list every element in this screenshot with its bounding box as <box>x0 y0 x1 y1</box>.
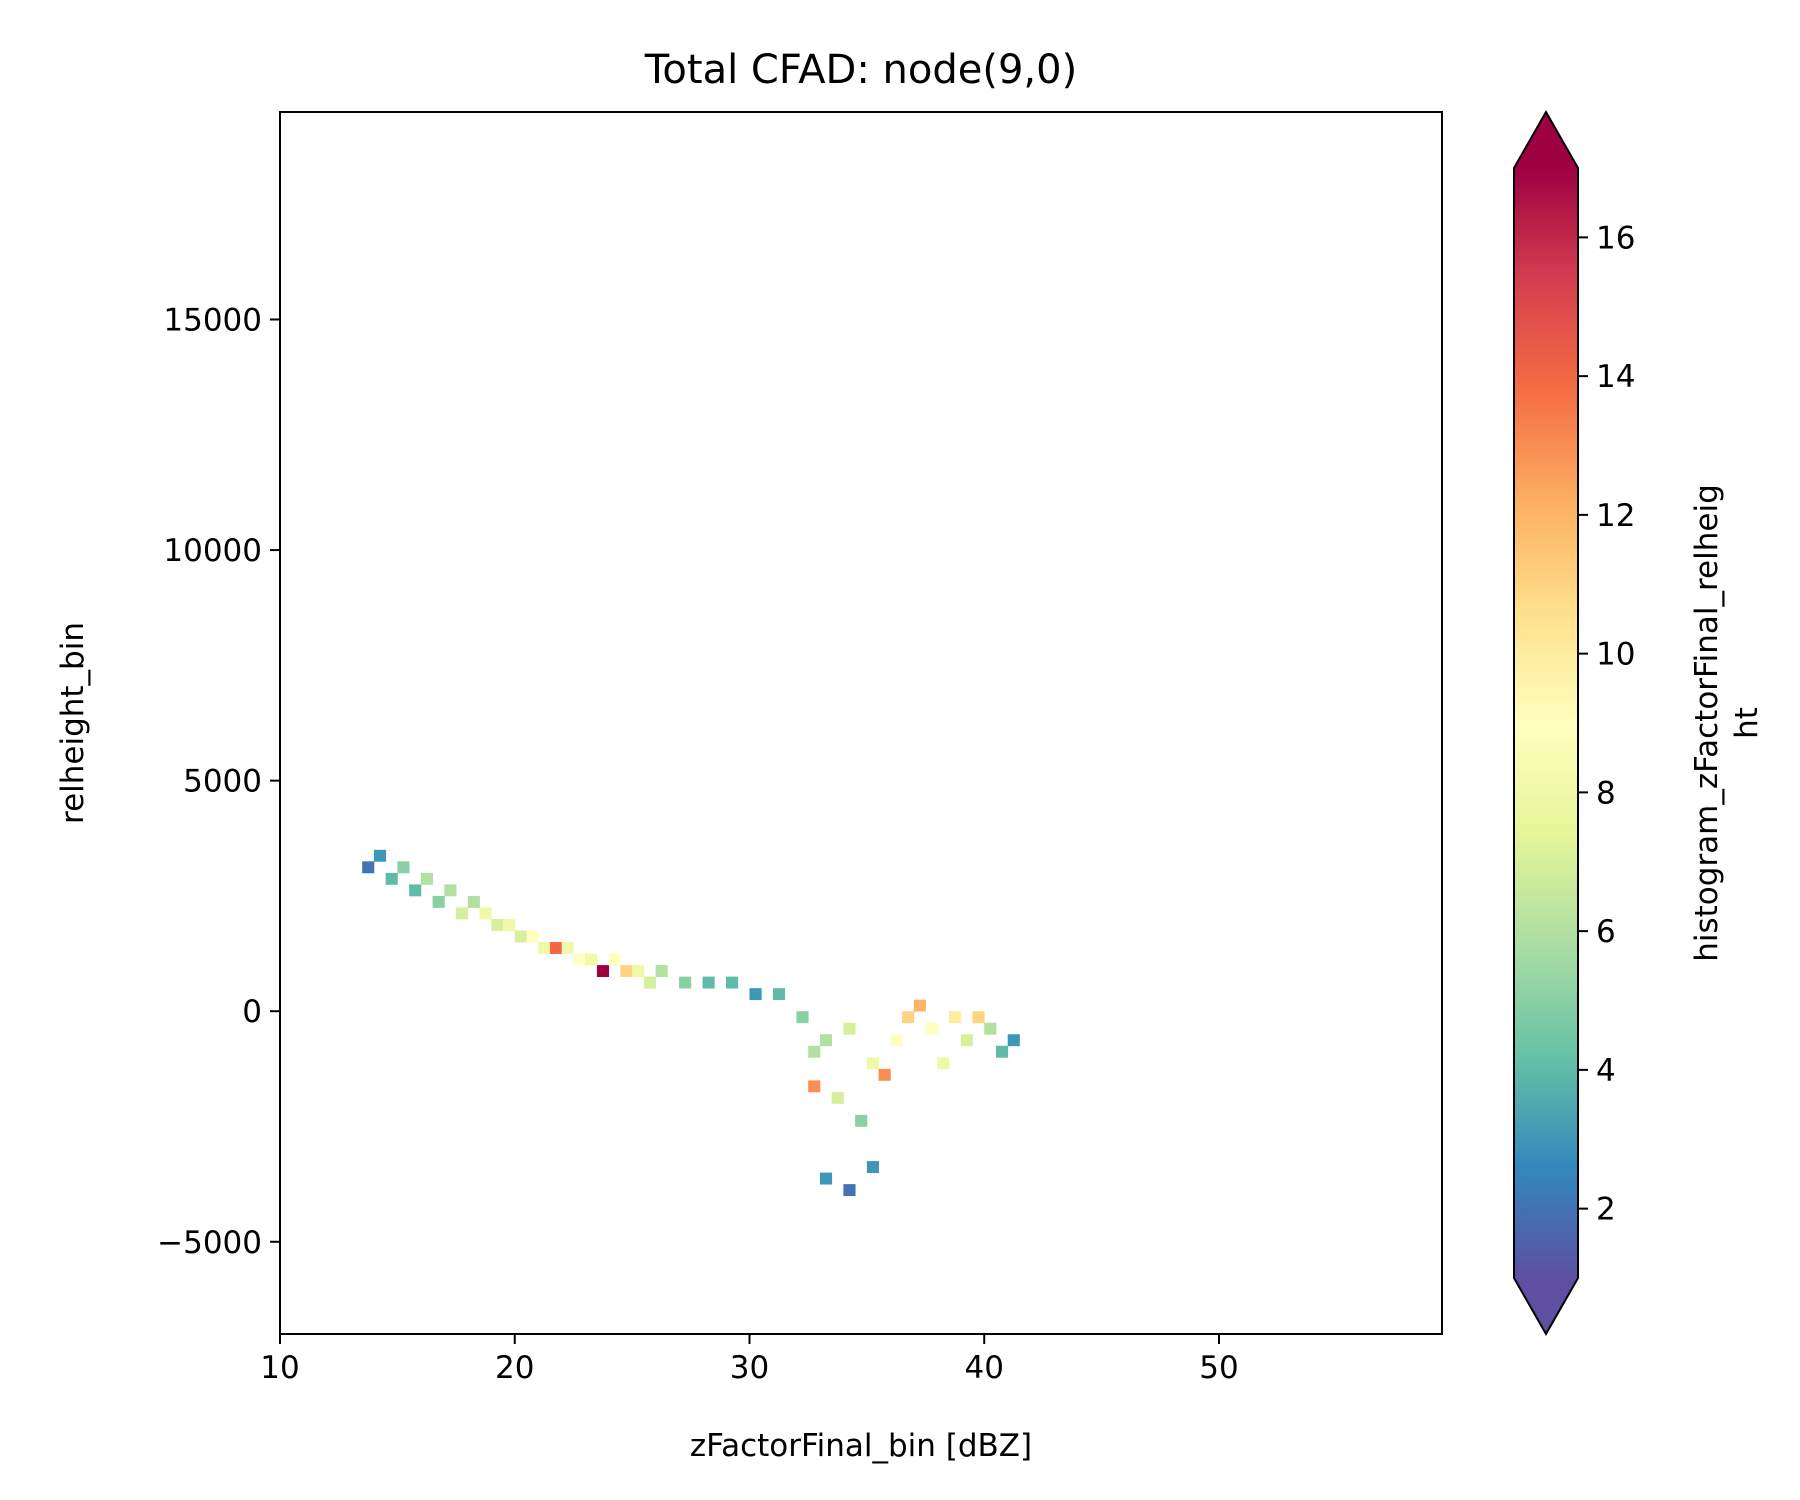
heatmap-cell <box>467 895 480 908</box>
heatmap-cell <box>902 1011 915 1024</box>
colorbar-tick-label: 4 <box>1596 1053 1616 1089</box>
heatmap-cell <box>549 942 563 954</box>
y-axis-ticks: −5000 0 5000 10000 15000 <box>157 303 280 1261</box>
x-tick-label: 20 <box>495 1350 534 1386</box>
x-tick-label: 30 <box>730 1350 769 1386</box>
colorbar: 2 4 6 8 10 12 14 16 histogram_zFactorFinal_relh… <box>1513 109 1765 1337</box>
heatmap-cell <box>866 1057 880 1070</box>
heatmap-cell <box>1007 1034 1020 1047</box>
heatmap-cell <box>526 930 539 943</box>
heatmap-cell <box>479 907 492 920</box>
colorbar-tick-label: 14 <box>1596 359 1635 395</box>
heatmap-cell <box>514 930 527 943</box>
heatmap-cell <box>960 1034 973 1047</box>
chart-title: Total CFAD: node(9,0) <box>644 47 1077 93</box>
colorbar-tick-label: 6 <box>1596 914 1616 950</box>
heatmap-cell <box>995 1045 1009 1058</box>
heatmap-cell <box>808 1045 821 1058</box>
y-tick-label: 5000 <box>183 764 262 800</box>
heatmap-cell <box>444 884 457 897</box>
heatmap-cell <box>397 861 410 874</box>
heatmap-cell <box>831 1091 844 1104</box>
heatmap-cell <box>949 1011 962 1024</box>
heatmap-cells <box>362 849 1020 1197</box>
heatmap-cell <box>984 1022 997 1035</box>
colorbar-tick-label: 16 <box>1596 220 1635 256</box>
heatmap-cell <box>503 918 516 931</box>
colorbar-gradient <box>1514 168 1578 1278</box>
heatmap-cell <box>573 953 586 966</box>
heatmap-cell <box>749 988 762 1001</box>
heatmap-cell <box>866 1161 880 1174</box>
heatmap-cell <box>385 872 398 885</box>
heatmap-cell <box>620 965 633 978</box>
heatmap-cell <box>925 1022 938 1035</box>
heatmap-cell <box>913 999 926 1012</box>
heatmap-cell <box>726 976 739 989</box>
heatmap-cell <box>561 942 574 954</box>
heatmap-cell <box>491 918 504 931</box>
heatmap-cell <box>796 1011 809 1024</box>
colorbar-outline <box>1513 109 1579 1337</box>
heatmap-cell <box>632 965 645 978</box>
heatmap-cell <box>420 872 433 885</box>
y-tick-label: 10000 <box>163 533 262 569</box>
heatmap-cell <box>772 988 786 1001</box>
heatmap-cell <box>855 1114 868 1127</box>
y-tick-label: 0 <box>242 994 262 1030</box>
x-axis-ticks: 10 20 30 40 50 <box>260 1334 1239 1386</box>
y-tick-label: −5000 <box>157 1225 262 1261</box>
heatmap-cell <box>819 1034 833 1047</box>
plot-frame <box>279 111 1443 1335</box>
x-tick-label: 10 <box>260 1350 299 1386</box>
colorbar-label-line2: ht <box>1729 707 1765 739</box>
heatmap-cell <box>608 953 621 966</box>
heatmap-cell <box>972 1011 985 1024</box>
heatmap-cell <box>596 965 610 978</box>
heatmap-cell <box>432 895 445 908</box>
heatmap-cell <box>843 1184 856 1197</box>
heatmap-cell <box>373 849 387 862</box>
x-tick-label: 40 <box>965 1350 1004 1386</box>
y-tick-label: 15000 <box>163 303 262 339</box>
heatmap-cell <box>409 884 422 897</box>
y-axis-label: relheight_bin <box>55 622 91 824</box>
x-axis-label: zFactorFinal_bin [dBZ] <box>690 1428 1032 1464</box>
heatmap-cell <box>890 1034 903 1047</box>
colorbar-extend-max <box>1514 112 1578 168</box>
colorbar-tick-label: 12 <box>1596 498 1635 534</box>
heatmap-cell <box>679 976 692 989</box>
heatmap-cell <box>808 1080 821 1093</box>
heatmap-cell <box>585 953 598 966</box>
heatmap-cell <box>362 861 375 874</box>
heatmap-cell <box>702 976 715 989</box>
heatmap-cell <box>937 1057 950 1070</box>
x-tick-label: 50 <box>1199 1350 1238 1386</box>
colorbar-ticks: 2 4 6 8 10 12 14 16 <box>1578 220 1635 1228</box>
heatmap-cell <box>878 1068 891 1081</box>
heatmap-cell <box>655 965 668 978</box>
heatmap-cell <box>843 1022 856 1035</box>
heatmap-cell <box>819 1172 833 1185</box>
colorbar-tick-label: 2 <box>1596 1192 1616 1228</box>
colorbar-extend-min <box>1514 1278 1578 1334</box>
colorbar-tick-label: 10 <box>1596 637 1635 673</box>
heatmap-cell <box>643 976 656 989</box>
colorbar-label-line1: histogram_zFactorFinal_relheig <box>1689 484 1725 962</box>
heatmap-cell <box>538 942 551 954</box>
colorbar-tick-label: 8 <box>1596 775 1616 811</box>
heatmap-cell <box>456 907 469 920</box>
